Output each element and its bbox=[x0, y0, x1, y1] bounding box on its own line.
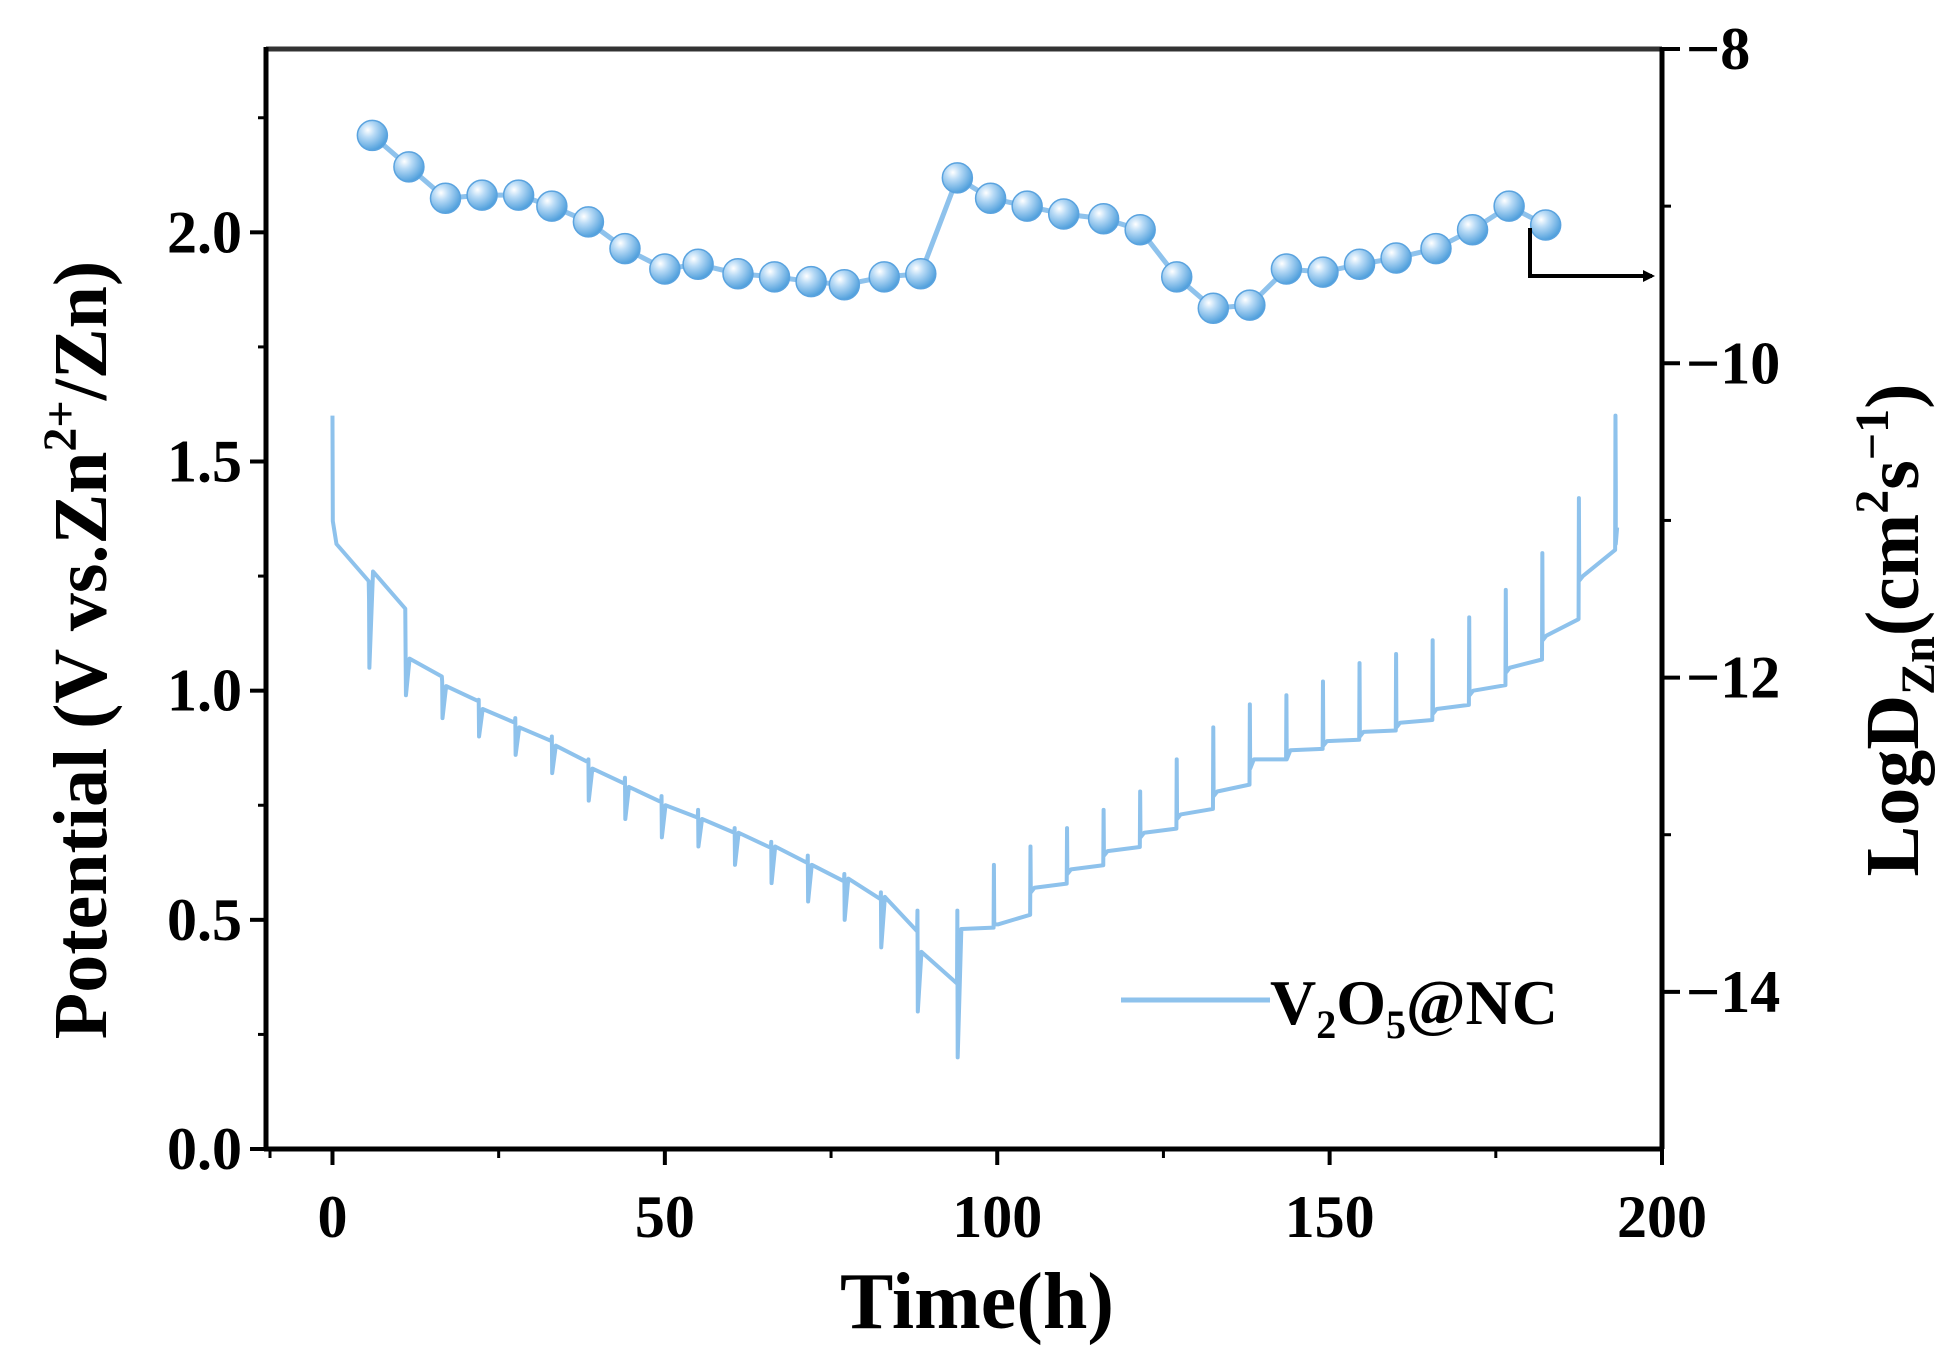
y-right-title-sup2: −1 bbox=[1846, 409, 1899, 460]
diffusion-point bbox=[1456, 213, 1489, 246]
diffusion-point bbox=[1087, 202, 1120, 235]
legend-label-mid: O bbox=[1336, 967, 1386, 1038]
x-tick-label: 150 bbox=[1285, 1184, 1375, 1250]
y-right-title-sub: Zn bbox=[1892, 636, 1945, 695]
y-left-tick-label: 0.5 bbox=[167, 887, 242, 953]
diffusion-point bbox=[974, 182, 1007, 215]
x-ticks: 0 50 100 150 200 bbox=[268, 1149, 1707, 1250]
diffusion-point bbox=[1420, 232, 1452, 265]
diffusion-point bbox=[429, 182, 462, 215]
diffusion-point bbox=[393, 151, 425, 183]
y-right-axis-title: LogDZn(cm2s−1) bbox=[1846, 384, 1945, 877]
diffusion-point bbox=[536, 190, 568, 222]
y-right-title-close: ) bbox=[1851, 384, 1935, 409]
diffusion-point bbox=[722, 257, 754, 290]
diffusion-point bbox=[356, 119, 389, 152]
diffusion-point bbox=[1307, 256, 1339, 288]
legend-label-sub1: 2 bbox=[1316, 1002, 1336, 1047]
diffusion-point bbox=[941, 162, 974, 194]
diffusion-point bbox=[466, 179, 498, 211]
legend: V2O5@NC bbox=[1121, 967, 1558, 1047]
y-right-title-s: s bbox=[1851, 460, 1935, 490]
diffusion-point bbox=[828, 268, 861, 301]
y-left-title-main: Potential (V vs.Zn bbox=[39, 452, 123, 1040]
diffusion-point bbox=[609, 232, 641, 265]
y-right-tick-label: −8 bbox=[1686, 16, 1750, 82]
legend-label-sub2: 5 bbox=[1386, 1002, 1406, 1047]
legend-label-tail: @NC bbox=[1406, 967, 1558, 1038]
y-right-ticks: −8 −10 −12 −14 bbox=[1662, 16, 1780, 1025]
diffusion-point bbox=[795, 265, 827, 298]
diffusion-point bbox=[1380, 242, 1412, 274]
y-left-tick-label: 2.0 bbox=[167, 199, 242, 265]
y-right-title-mid: (cm bbox=[1851, 514, 1935, 636]
y-right-title-sup1: 2 bbox=[1846, 490, 1899, 514]
right-axis-arrow bbox=[1528, 228, 1655, 282]
y-left-title-tail: /Zn) bbox=[39, 261, 123, 401]
x-tick-label: 0 bbox=[317, 1184, 347, 1250]
y-left-tick-label: 1.5 bbox=[167, 429, 242, 495]
y-right-tick-label: −10 bbox=[1686, 330, 1780, 396]
y-right-title-prefix: LogD bbox=[1851, 695, 1935, 877]
diffusion-series-group bbox=[356, 119, 1562, 325]
y-left-tick-label: 1.0 bbox=[167, 658, 242, 724]
diffusion-point bbox=[649, 253, 681, 285]
diffusion-point bbox=[502, 179, 535, 211]
diffusion-point bbox=[868, 261, 900, 293]
x-tick-label: 100 bbox=[952, 1184, 1042, 1250]
diffusion-point bbox=[1529, 209, 1562, 241]
voltage-line bbox=[330, 413, 1620, 1060]
voltage-series-group bbox=[330, 413, 1620, 1060]
diffusion-point bbox=[1197, 292, 1230, 325]
x-tick-label: 200 bbox=[1617, 1184, 1707, 1250]
diffusion-point bbox=[1047, 198, 1080, 230]
diffusion-point bbox=[1011, 190, 1043, 222]
diffusion-point bbox=[1234, 289, 1266, 321]
diffusion-point bbox=[1160, 261, 1193, 293]
diffusion-line bbox=[370, 133, 1547, 311]
y-left-title-sup: 2+ bbox=[34, 400, 87, 451]
legend-label-main: V bbox=[1270, 967, 1316, 1038]
legend-label: V2O5@NC bbox=[1270, 967, 1558, 1047]
y-right-tick-label: −12 bbox=[1686, 645, 1780, 711]
diffusion-point bbox=[758, 261, 791, 293]
x-axis-title: Time(h) bbox=[840, 1258, 1114, 1346]
diffusion-point bbox=[1124, 213, 1156, 246]
diffusion-point bbox=[1493, 190, 1525, 222]
y-left-axis-title: Potential (V vs.Zn2+/Zn) bbox=[34, 261, 123, 1039]
diffusion-point bbox=[682, 248, 714, 281]
diffusion-point bbox=[1343, 248, 1376, 281]
diffusion-point bbox=[1270, 253, 1303, 285]
y-left-tick-label: 0.0 bbox=[167, 1116, 242, 1182]
diffusion-point bbox=[572, 206, 605, 238]
x-tick-label: 50 bbox=[635, 1184, 695, 1250]
diffusion-point bbox=[905, 257, 937, 290]
y-left-ticks: 0.0 0.5 1.0 1.5 2.0 bbox=[167, 116, 266, 1182]
y-right-tick-label: −14 bbox=[1686, 959, 1780, 1025]
